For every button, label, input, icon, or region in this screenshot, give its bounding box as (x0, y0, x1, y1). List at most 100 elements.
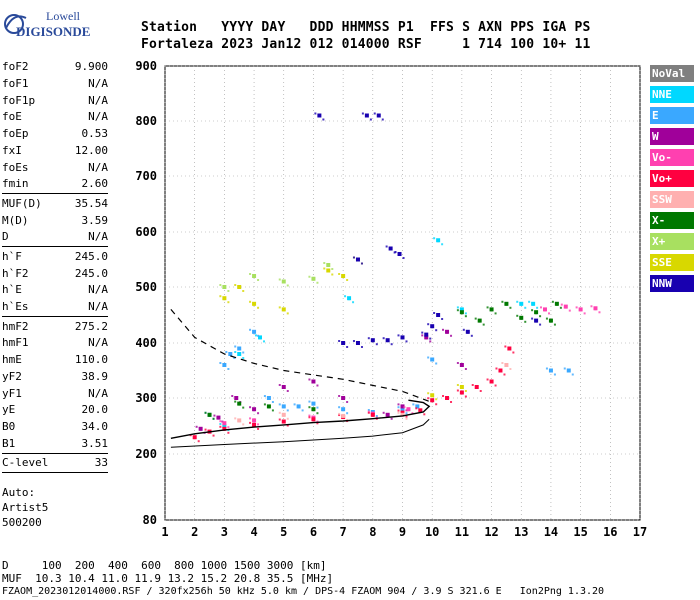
data-point (377, 115, 380, 118)
data-point (223, 423, 226, 426)
data-point (433, 312, 436, 314)
param-key: h`Es (2, 300, 29, 314)
data-point (464, 395, 467, 398)
data-point (389, 248, 392, 251)
data-point (516, 300, 519, 303)
data-point (431, 400, 434, 403)
param-row: C-level 33 (2, 456, 108, 470)
data-point (227, 431, 230, 434)
data-point (435, 362, 438, 365)
data-point (255, 334, 257, 337)
param-row: foEs N/A (2, 161, 108, 175)
param-value: N/A (88, 160, 108, 174)
data-point (431, 326, 434, 329)
data-point (407, 409, 410, 412)
data-point (249, 406, 252, 409)
data-point (219, 425, 222, 428)
data-point (464, 368, 467, 370)
data-point (344, 295, 347, 298)
data-point (219, 295, 222, 298)
data-point (431, 395, 434, 398)
data-point (318, 115, 321, 118)
param-key: M(D) (2, 213, 29, 227)
data-point (208, 414, 211, 417)
data-point (231, 395, 234, 397)
param-value: 12.00 (74, 143, 108, 157)
param-separator (2, 315, 108, 317)
param-row: foF2 9.900 (2, 60, 108, 74)
data-point (551, 300, 554, 303)
logo-line2: DIGISONDE (16, 24, 91, 39)
legend-item-ssw: SSW (650, 191, 694, 208)
data-point (316, 281, 319, 284)
data-point (431, 359, 434, 362)
data-point (553, 373, 556, 376)
y-tick-label: 400 (135, 336, 157, 350)
data-point (456, 384, 459, 386)
data-point (381, 118, 384, 121)
x-tick-label: 8 (369, 525, 376, 539)
data-point (548, 312, 550, 315)
data-point (539, 315, 542, 318)
data-point (308, 400, 311, 403)
data-point (199, 428, 202, 431)
param-key: yE (2, 403, 16, 417)
data-point (532, 303, 535, 306)
data-point (590, 305, 593, 308)
data-point (365, 115, 368, 118)
data-point (249, 421, 252, 424)
param-value: 38.9 (81, 369, 109, 383)
x-tick-label: 12 (484, 525, 498, 539)
data-point (286, 284, 289, 287)
data-point (571, 373, 574, 376)
data-point (331, 268, 334, 270)
x-tick-label: 4 (250, 525, 257, 539)
param-key: h`F (2, 249, 22, 263)
data-point (427, 323, 430, 326)
data-point (312, 278, 315, 281)
data-point (437, 315, 440, 317)
header-line1: Station YYYY DAY DDD HHMMSS P1 FFS S AXN… (141, 20, 591, 35)
data-point (385, 245, 388, 248)
data-point (373, 112, 376, 115)
data-point (263, 340, 265, 343)
data-point (435, 398, 438, 401)
data-point (490, 381, 493, 384)
data-point (415, 407, 418, 410)
data-point (257, 423, 260, 426)
x-tick-label: 2 (191, 525, 198, 539)
data-point (282, 387, 285, 389)
data-point (361, 112, 364, 115)
param-key: B0 (2, 420, 16, 434)
data-point (271, 409, 274, 412)
param-value: 245.0 (74, 266, 108, 280)
data-point (286, 417, 289, 420)
data-point (401, 406, 404, 409)
data-point (212, 417, 215, 420)
data-point (342, 276, 345, 278)
data-point (520, 317, 523, 320)
data-point (575, 306, 578, 309)
x-tick-label: 5 (280, 525, 287, 539)
data-point (386, 340, 389, 343)
footer-line2: MUF 10.3 10.4 11.0 11.9 13.2 15.2 20.8 3… (2, 572, 334, 585)
data-point (427, 397, 430, 400)
data-point (419, 410, 422, 413)
data-point (441, 318, 444, 320)
param-value: N/A (88, 300, 108, 314)
data-point (421, 331, 424, 334)
param-value: N/A (88, 230, 108, 244)
data-point (267, 406, 270, 409)
param-key: foE (2, 110, 22, 124)
data-point (346, 418, 349, 421)
data-point (579, 309, 582, 312)
data-point (342, 417, 345, 420)
data-point (403, 406, 406, 409)
data-point (411, 412, 414, 415)
data-point (227, 426, 230, 429)
data-point (482, 323, 485, 326)
data-point (195, 425, 198, 428)
data-point (204, 411, 207, 414)
data-point (505, 303, 508, 306)
